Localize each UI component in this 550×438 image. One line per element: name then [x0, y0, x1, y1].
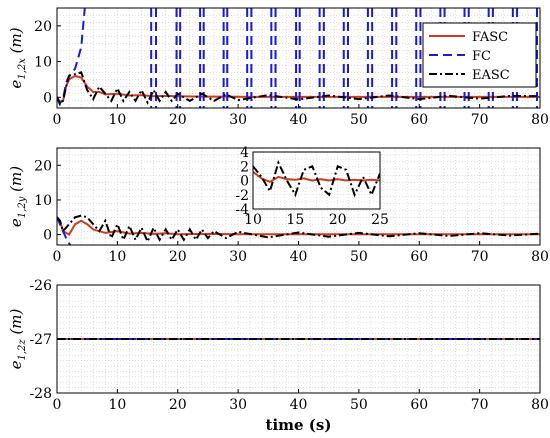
legend-label-fasc: FASC	[472, 30, 508, 45]
x-tick-label: 40	[290, 397, 308, 413]
panel-1: 0 10 20 30 40 50 60 70 80 0 10 20 e1,2x (m) FASC FC EAS…	[7, 7, 549, 128]
series-easc-line	[57, 71, 540, 107]
inset-y-tick-label: 0	[240, 174, 249, 190]
inset-x-tick-label: 15	[286, 212, 304, 228]
inset-series-fasc-line	[253, 171, 380, 184]
series-fc-line	[57, 216, 72, 245]
y-tick-label: 20	[34, 158, 52, 174]
inset-y-tick-label: 4	[240, 145, 249, 161]
x-tick-label: 0	[53, 397, 62, 413]
panel-3: 0 10 20 30 40 50 60 70 80 -26 -27 -28 e1,2z (m) time …	[7, 278, 549, 434]
y-tick-label: -27	[29, 332, 52, 348]
y-tick-label: -26	[29, 278, 52, 294]
y-tick-label: 10	[34, 193, 52, 209]
y-tick-label: 0	[43, 90, 52, 106]
x-tick-label: 30	[229, 249, 247, 265]
inset-y-tick-label: -4	[235, 202, 249, 218]
inset-x-tick-label: 10	[244, 212, 262, 228]
x-tick-label: 10	[108, 249, 126, 265]
series-easc-line	[57, 214, 540, 244]
x-tick-label: 60	[410, 249, 428, 265]
inset-x-tick-label: 20	[329, 212, 347, 228]
x-tick-label: 70	[471, 397, 489, 413]
inset-x-tick-label: 25	[371, 212, 389, 228]
series-fasc-line	[57, 216, 540, 236]
x-tick-label: 80	[531, 397, 549, 413]
y-axis-label: e1,2z (m)	[7, 308, 28, 369]
inset-frame	[252, 151, 381, 210]
x-tick-label: 50	[350, 397, 368, 413]
y-axis-label: e1,2x (m)	[7, 27, 28, 88]
legend-label-fc: FC	[472, 49, 491, 64]
x-tick-label: 80	[531, 112, 549, 128]
y-axis-label: e1,2y (m)	[7, 166, 28, 227]
x-tick-label: 50	[350, 112, 368, 128]
y-tick-label: 10	[34, 55, 52, 71]
y-tick-label: 20	[34, 19, 52, 35]
legend: FASC FC EASC	[422, 22, 537, 88]
y-tick-label: -28	[29, 386, 52, 402]
x-tick-label: 30	[229, 112, 247, 128]
x-tick-label: 30	[229, 397, 247, 413]
x-tick-label: 10	[108, 397, 126, 413]
inset-y-tick-label: 2	[240, 159, 249, 175]
x-tick-label: 50	[350, 249, 368, 265]
x-tick-label: 20	[169, 112, 187, 128]
legend-label-easc: EASC	[472, 68, 510, 83]
x-tick-label: 0	[53, 112, 62, 128]
x-tick-label: 60	[410, 397, 428, 413]
inset-series-easc-line	[253, 159, 380, 198]
x-tick-label: 70	[471, 112, 489, 128]
x-tick-label: 0	[53, 249, 62, 265]
x-tick-label: 20	[169, 249, 187, 265]
x-tick-label: 70	[471, 249, 489, 265]
x-tick-label: 60	[410, 112, 428, 128]
series-group	[57, 214, 540, 245]
x-tick-label: 20	[169, 397, 187, 413]
inset-y-tick-label: -2	[235, 188, 249, 204]
legend-box	[422, 22, 537, 88]
x-tick-label: 10	[108, 112, 126, 128]
x-axis-label: time (s)	[266, 416, 332, 434]
x-tick-label: 40	[290, 249, 308, 265]
y-tick-label: 0	[43, 228, 52, 244]
x-tick-label: 40	[290, 112, 308, 128]
x-tick-label: 80	[531, 249, 549, 265]
